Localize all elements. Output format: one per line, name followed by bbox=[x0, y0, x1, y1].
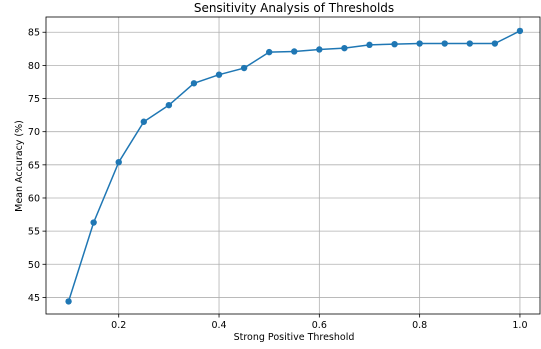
series-layer bbox=[65, 27, 524, 305]
data-point bbox=[341, 44, 348, 52]
y-tick-label: 65 bbox=[28, 160, 40, 171]
data-point bbox=[391, 40, 398, 48]
plot-frame bbox=[45, 16, 541, 315]
y-tick-label: 55 bbox=[28, 227, 40, 238]
y-tick-label: 60 bbox=[28, 193, 40, 204]
data-point bbox=[441, 40, 448, 47]
chart-title: Sensitivity Analysis of Thresholds bbox=[194, 1, 394, 15]
data-point bbox=[366, 41, 373, 49]
y-axis-label: Mean Accuracy (%) bbox=[14, 120, 25, 212]
data-point bbox=[516, 27, 524, 35]
data-point bbox=[165, 101, 173, 109]
y-tick-label: 45 bbox=[28, 293, 40, 304]
data-point bbox=[115, 158, 122, 166]
data-point bbox=[466, 40, 473, 47]
y-tick-label: 50 bbox=[28, 260, 40, 271]
data-point bbox=[491, 40, 499, 47]
data-point bbox=[90, 219, 97, 226]
tick-layer: 0.2 0.4 0.6 0.8 1.0 45 50 55 60 65 70 75 80 85 bbox=[28, 28, 528, 331]
grid-layer bbox=[46, 17, 540, 314]
data-point bbox=[65, 298, 72, 305]
x-tick-label: 1.0 bbox=[512, 320, 527, 331]
x-axis-label: Strong Positive Threshold bbox=[234, 332, 355, 343]
series-line bbox=[67, 30, 521, 302]
data-point bbox=[291, 48, 298, 55]
data-point bbox=[416, 40, 423, 47]
data-point bbox=[190, 80, 198, 87]
y-tick-label: 70 bbox=[28, 127, 40, 138]
x-tick-label: 0.8 bbox=[412, 320, 427, 331]
data-point bbox=[215, 71, 223, 78]
y-tick-label: 85 bbox=[28, 28, 40, 39]
x-tick-label: 0.4 bbox=[211, 320, 226, 331]
data-point bbox=[265, 48, 273, 56]
data-point bbox=[240, 64, 248, 72]
y-tick-label: 75 bbox=[28, 94, 40, 105]
data-point bbox=[316, 46, 323, 53]
data-point bbox=[140, 118, 147, 125]
x-tick-label: 0.2 bbox=[111, 320, 126, 331]
y-tick-label: 80 bbox=[28, 61, 40, 72]
x-tick-label: 0.6 bbox=[312, 320, 327, 331]
